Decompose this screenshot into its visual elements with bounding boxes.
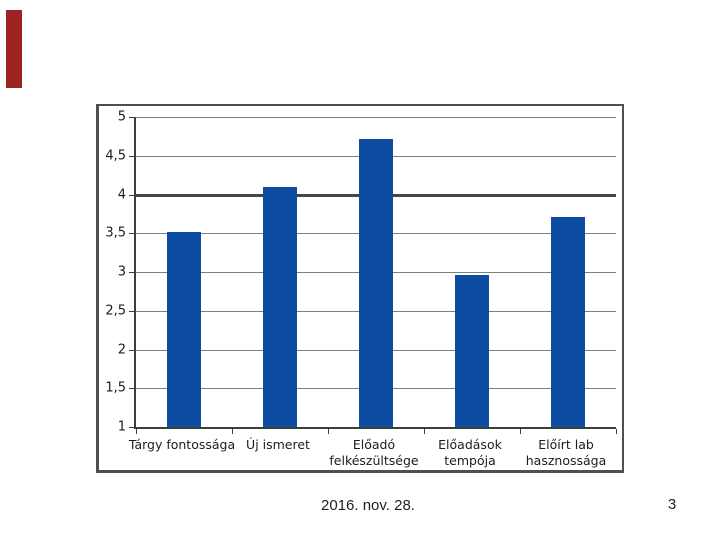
bar-5 bbox=[551, 216, 585, 427]
x-category-label: Előírt lab hasznossága bbox=[525, 437, 607, 469]
y-tick-mark bbox=[129, 272, 136, 273]
gridline bbox=[136, 117, 616, 118]
x-tick-mark bbox=[520, 429, 521, 434]
bar-4 bbox=[455, 275, 489, 427]
y-tick-mark bbox=[129, 117, 136, 118]
bar-2 bbox=[263, 186, 297, 427]
x-tick-mark bbox=[136, 429, 137, 434]
y-tick-mark bbox=[129, 349, 136, 351]
y-tick-mark bbox=[129, 310, 136, 312]
y-tick-label: 1 bbox=[117, 419, 126, 435]
y-tick-label: 3,5 bbox=[105, 225, 126, 241]
x-category-label: Előadó felkészültsége bbox=[329, 437, 419, 469]
y-tick-mark bbox=[129, 155, 136, 157]
x-axis-labels: Tárgy fontossága Új ismeret Előadó felkész… bbox=[129, 437, 614, 473]
bar-3 bbox=[359, 139, 393, 427]
y-tick-label: 4,5 bbox=[105, 148, 126, 164]
x-tick-mark bbox=[424, 429, 425, 434]
x-tick-mark bbox=[328, 429, 329, 434]
y-tick-label: 1,5 bbox=[105, 380, 126, 396]
footer-date: 2016. nov. 28. bbox=[321, 497, 415, 514]
y-tick-mark bbox=[129, 194, 136, 196]
x-tick-mark bbox=[232, 429, 233, 434]
bar-1 bbox=[167, 231, 201, 427]
y-tick-label: 5 bbox=[117, 109, 126, 125]
y-tick-mark bbox=[129, 233, 136, 235]
x-category-label: Tárgy fontossága bbox=[128, 437, 236, 452]
y-tick-mark bbox=[129, 388, 136, 390]
x-category-label: Előadások tempója bbox=[438, 437, 502, 469]
x-tick-mark bbox=[616, 429, 617, 434]
y-tick-mark bbox=[129, 427, 136, 428]
page-number: 3 bbox=[667, 496, 677, 513]
red-accent-bar bbox=[6, 10, 22, 88]
y-tick-label: 2 bbox=[117, 342, 126, 357]
x-category-label: Új ismeret bbox=[246, 437, 310, 452]
y-tick-label: 4 bbox=[117, 187, 126, 202]
y-axis-labels: 5 4,5 4 3,5 3 2,5 2 1,5 1 bbox=[86, 110, 126, 435]
plot-area bbox=[129, 117, 617, 434]
y-tick-label: 2,5 bbox=[105, 303, 126, 319]
y-tick-label: 3 bbox=[117, 264, 126, 280]
